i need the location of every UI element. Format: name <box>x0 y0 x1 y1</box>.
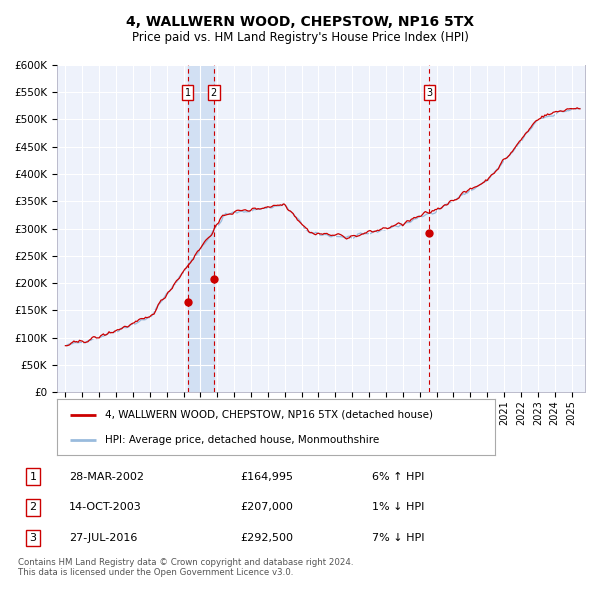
Bar <box>188 65 214 392</box>
Text: 7% ↓ HPI: 7% ↓ HPI <box>372 533 425 543</box>
Text: 3: 3 <box>29 533 37 543</box>
Text: 2: 2 <box>211 88 217 98</box>
Text: 2: 2 <box>29 503 37 512</box>
Text: 27-JUL-2016: 27-JUL-2016 <box>69 533 137 543</box>
Text: Price paid vs. HM Land Registry's House Price Index (HPI): Price paid vs. HM Land Registry's House … <box>131 31 469 44</box>
Text: 4, WALLWERN WOOD, CHEPSTOW, NP16 5TX (detached house): 4, WALLWERN WOOD, CHEPSTOW, NP16 5TX (de… <box>105 409 433 419</box>
Text: 1: 1 <box>29 472 37 481</box>
Text: 3: 3 <box>426 88 433 98</box>
Text: £292,500: £292,500 <box>240 533 293 543</box>
Text: £164,995: £164,995 <box>240 472 293 481</box>
Text: £207,000: £207,000 <box>240 503 293 512</box>
Text: HPI: Average price, detached house, Monmouthshire: HPI: Average price, detached house, Monm… <box>105 435 379 445</box>
Text: 1: 1 <box>185 88 191 98</box>
Text: 28-MAR-2002: 28-MAR-2002 <box>69 472 144 481</box>
Text: 1% ↓ HPI: 1% ↓ HPI <box>372 503 424 512</box>
Text: 6% ↑ HPI: 6% ↑ HPI <box>372 472 424 481</box>
Text: Contains HM Land Registry data © Crown copyright and database right 2024.
This d: Contains HM Land Registry data © Crown c… <box>18 558 353 577</box>
Text: 14-OCT-2003: 14-OCT-2003 <box>69 503 142 512</box>
Text: 4, WALLWERN WOOD, CHEPSTOW, NP16 5TX: 4, WALLWERN WOOD, CHEPSTOW, NP16 5TX <box>126 15 474 29</box>
